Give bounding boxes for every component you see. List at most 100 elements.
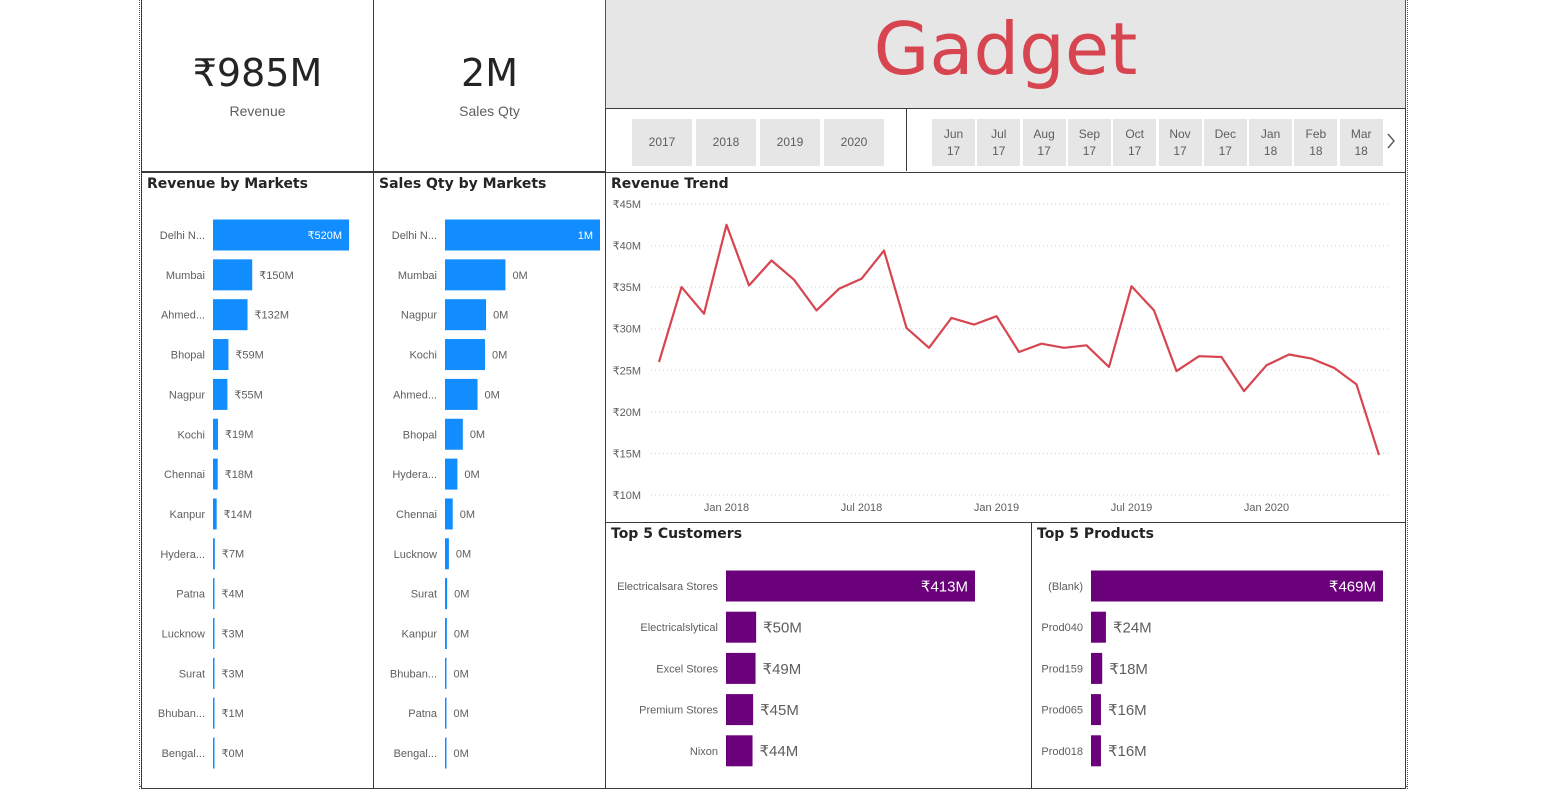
month-label: Jan [1260, 127, 1281, 141]
bar [213, 339, 229, 371]
revenue-by-markets-title: Revenue by Markets [147, 176, 308, 192]
sales-qty-kpi-card[interactable]: 2M Sales Qty [373, 0, 606, 172]
month-year-label: 17 [992, 144, 1006, 158]
data-label: ₹413M [921, 578, 968, 595]
data-label: 1M [578, 230, 593, 242]
month-year-label: 18 [1309, 144, 1323, 158]
month-slicer-item[interactable]: Aug 17 [1022, 119, 1066, 166]
bar [213, 538, 215, 570]
bar [213, 498, 217, 530]
bar [445, 618, 447, 649]
year-slicer-item[interactable]: 2018 [696, 119, 756, 166]
top5-customers-chart: Electricalsara Stores ₹413M Electricalslyt… [617, 570, 975, 767]
month-slicer-item[interactable]: Dec 17 [1203, 119, 1247, 166]
category-label: Delhi N... [392, 230, 437, 242]
bar [445, 737, 447, 769]
data-label: ₹44M [760, 743, 799, 760]
data-label: 0M [512, 270, 527, 282]
revenue-trend-line [657, 223, 1381, 456]
y-tick-label: ₹15M [613, 448, 641, 460]
data-label: 0M [492, 349, 507, 361]
category-label: Electricalslytical [640, 622, 718, 634]
gadget-title: Gadget [873, 7, 1138, 91]
data-label: ₹520M [307, 230, 342, 242]
data-label: 0M [456, 549, 471, 561]
month-slicer-item[interactable]: Feb 18 [1294, 119, 1338, 166]
month-label: Jul [991, 127, 1007, 141]
bar [1091, 611, 1106, 643]
year-slicer-item[interactable]: 2019 [760, 119, 820, 166]
month-slicer-item[interactable]: Nov 17 [1158, 119, 1202, 166]
category-label: Chennai [396, 509, 437, 521]
category-label: Hydera... [160, 549, 205, 561]
month-slicer-item[interactable]: Oct 17 [1113, 119, 1157, 166]
y-tick-label: ₹20M [613, 407, 641, 419]
revenue-trend-chart: ₹45M ₹40M ₹35M ₹30M ₹25M ₹20M ₹15M ₹10M Jan 2018… [613, 199, 1390, 514]
category-label: Bengal... [162, 748, 205, 760]
data-label: ₹3M [222, 628, 244, 640]
category-label: Surat [179, 668, 205, 680]
category-label: Excel Stores [656, 663, 718, 675]
sales-qty-by-markets-chart: Delhi N... 1M Mumbai 0M Nagpur 0M Kochi 0M Ahmed… [390, 219, 600, 769]
x-tick-label: Jan 2020 [1244, 502, 1289, 514]
month-slicer-item[interactable]: Mar 18 [1339, 119, 1383, 166]
revenue-kpi-card[interactable]: ₹985M Revenue [141, 0, 374, 172]
top5-customers-panel: Top 5 Customers Electricalsara Stores ₹41… [605, 522, 1032, 789]
category-label: (Blank) [1048, 581, 1083, 593]
month-slicer-item[interactable]: Jan 18 [1249, 119, 1293, 166]
right-frame-border [1407, 0, 1408, 789]
bar [445, 259, 506, 291]
data-label: ₹24M [1113, 620, 1152, 637]
category-label: Patna [176, 589, 206, 601]
data-label: ₹59M [235, 349, 263, 361]
data-label: ₹3M [222, 668, 244, 680]
data-label: ₹1M [222, 708, 244, 720]
month-label: Feb [1305, 127, 1327, 141]
chevron-right-icon[interactable] [1386, 133, 1396, 149]
category-label: Mumbai [398, 270, 437, 282]
category-label: Prod018 [1041, 746, 1083, 758]
data-label: 0M [460, 509, 475, 521]
category-label: Chennai [164, 469, 205, 481]
bar [213, 618, 215, 649]
y-tick-label: ₹45M [613, 199, 641, 211]
x-tick-label: Jul 2018 [841, 502, 883, 514]
bar [213, 259, 253, 291]
data-label: 0M [454, 708, 469, 720]
left-frame-border [139, 0, 140, 789]
month-year-label: 17 [946, 144, 961, 158]
data-label: ₹18M [225, 469, 253, 481]
data-label: ₹0M [222, 748, 244, 760]
y-tick-label: ₹30M [613, 324, 641, 336]
category-label: Bhopal [171, 350, 205, 362]
bar [445, 578, 448, 610]
category-label: Premium Stores [639, 705, 718, 717]
revenue-kpi-label: Revenue [229, 103, 286, 119]
category-label: Bengal... [394, 748, 437, 760]
bar [726, 611, 757, 643]
category-label: Kochi [177, 429, 205, 441]
bar [213, 458, 218, 490]
category-label: Kochi [409, 350, 437, 362]
bar [445, 538, 449, 570]
bar [445, 418, 463, 450]
bar [213, 219, 349, 251]
sales-qty-by-markets-title: Sales Qty by Markets [379, 176, 547, 192]
month-slicer-item[interactable]: Jul 17 [977, 119, 1021, 166]
category-label: Delhi N... [160, 230, 205, 242]
bar [213, 737, 215, 769]
category-label: Nagpur [401, 310, 437, 322]
bar [1091, 735, 1101, 767]
month-slicer-item[interactable]: Sep 17 [1067, 119, 1111, 166]
month-label: Jun [943, 127, 964, 141]
data-label: ₹55M [234, 389, 262, 401]
year-slicer-item[interactable]: 2017 [632, 119, 692, 166]
month-slicer-item[interactable]: Jun 17 [932, 119, 975, 166]
slicer-divider [906, 109, 907, 171]
y-tick-label: ₹10M [613, 490, 641, 502]
revenue-trend-panel: Revenue Trend ₹45M ₹40M ₹35M ₹30M ₹25M ₹20M ₹1… [605, 172, 1406, 523]
bar [213, 578, 215, 610]
data-label: 0M [454, 668, 469, 680]
year-slicer-item[interactable]: 2020 [824, 119, 884, 166]
x-tick-label: Jan 2019 [974, 502, 1019, 514]
